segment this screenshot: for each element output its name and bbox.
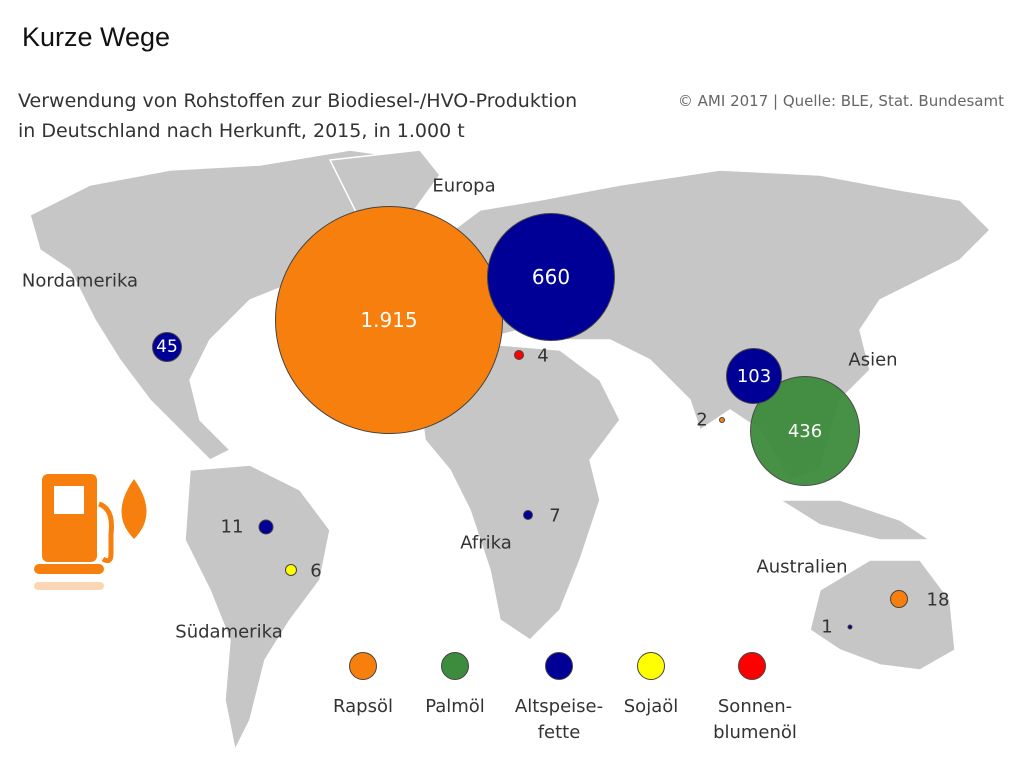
value-australien-altspeisefette: 1 (821, 616, 833, 638)
region-label-asien: Asien (848, 349, 898, 371)
legend-swatch-sonnenblumenoel (738, 652, 766, 680)
bubble-australien-altspeisefette (847, 624, 853, 630)
bubble-asien-altspeisefette: 103 (726, 348, 782, 404)
legend-swatch-rapsoel (349, 652, 377, 680)
bubble-suedamerika-sojaoel (285, 564, 297, 576)
source-note: © AMI 2017 | Quelle: BLE, Stat. Bundesam… (677, 92, 1004, 110)
bubble-australien-rapsoel (890, 590, 908, 608)
legend-swatch-sojaoel (637, 652, 665, 680)
region-label-afrika: Afrika (460, 532, 512, 554)
bubble-asien-rapsoel (719, 417, 725, 423)
indonesia (777, 499, 933, 541)
bubble-europa-rapsoel: 1.915 (275, 206, 503, 434)
fuel-pump-icon (34, 474, 164, 604)
africa (419, 344, 621, 641)
region-label-europa: Europa (432, 175, 496, 197)
region-label-australien: Australien (756, 556, 848, 578)
bubble-europa-sonnenblumenoel (514, 350, 524, 360)
legend-label-rapsoel: Rapsöl (333, 696, 393, 717)
legend-swatch-palmoel (441, 652, 469, 680)
legend-swatch-altspeisefette (545, 652, 573, 680)
australia (809, 559, 956, 671)
subtitle-line-2: in Deutschland nach Herkunft, 2015, in 1… (18, 120, 465, 142)
legend-label-sonnenblumenoel: Sonnen-blumenöl (713, 694, 797, 746)
region-label-suedamerika: Südamerika (175, 621, 283, 643)
value-asien-rapsoel: 2 (696, 409, 708, 431)
region-label-nordamerika: Nordamerika (21, 270, 139, 292)
legend-label-line: blumenöl (713, 722, 797, 743)
page-title: Kurze Wege (22, 22, 171, 52)
legend-label-palmoel: Palmöl (425, 696, 485, 717)
legend-label-line: Altspeise- (514, 696, 604, 717)
value-suedamerika-sojaoel: 6 (310, 560, 322, 582)
bubble-afrika-altspeisefette (523, 510, 533, 520)
bubble-europa-altspeisefette: 660 (487, 213, 615, 341)
legend-label-line: fette (537, 722, 581, 743)
south-america (184, 464, 331, 753)
bubble-suedamerika-altspeisefette (258, 519, 274, 535)
value-suedamerika-altspeisefette: 11 (220, 516, 244, 538)
subtitle-line-1: Verwendung von Rohstoffen zur Biodiesel-… (18, 90, 578, 112)
legend-label-line: Sonnen- (717, 696, 793, 717)
bubble-nordamerika-altspeisefette: 45 (152, 332, 182, 362)
value-australien-rapsoel: 18 (926, 589, 950, 611)
legend-label-altspeisefette: Altspeise-fette (515, 694, 603, 746)
value-afrika-altspeisefette: 7 (549, 505, 561, 527)
value-europa-sonnenblumenoel: 4 (537, 345, 549, 367)
legend-label-sojaoel: Sojaöl (623, 696, 679, 717)
